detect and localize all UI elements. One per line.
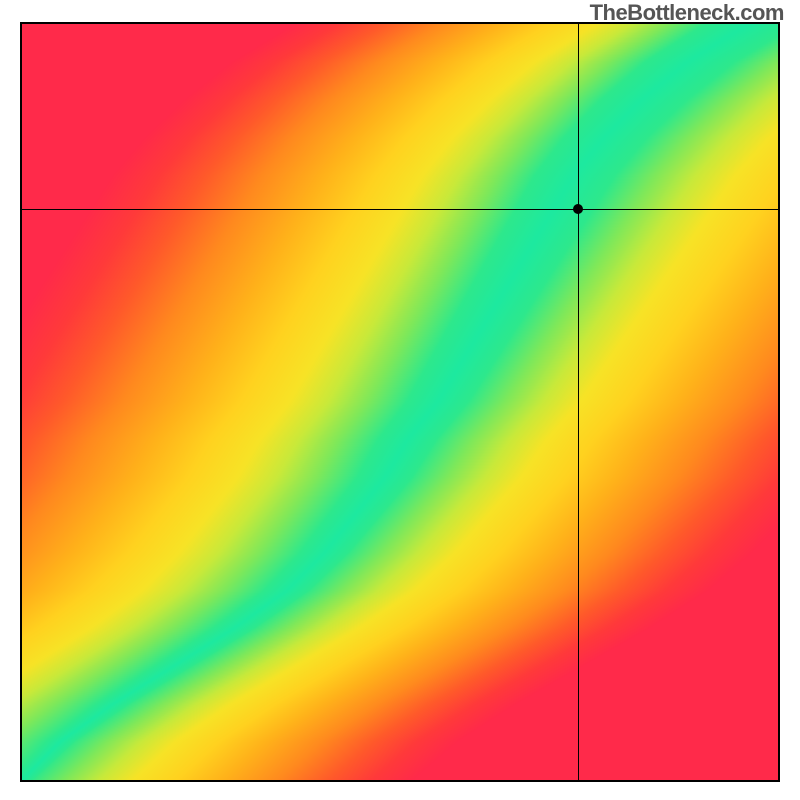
heatmap-canvas <box>22 24 778 780</box>
watermark-text: TheBottleneck.com <box>590 0 784 26</box>
crosshair-horizontal <box>22 209 778 210</box>
crosshair-vertical <box>578 24 579 780</box>
crosshair-marker <box>573 204 583 214</box>
heatmap-plot <box>20 22 780 782</box>
